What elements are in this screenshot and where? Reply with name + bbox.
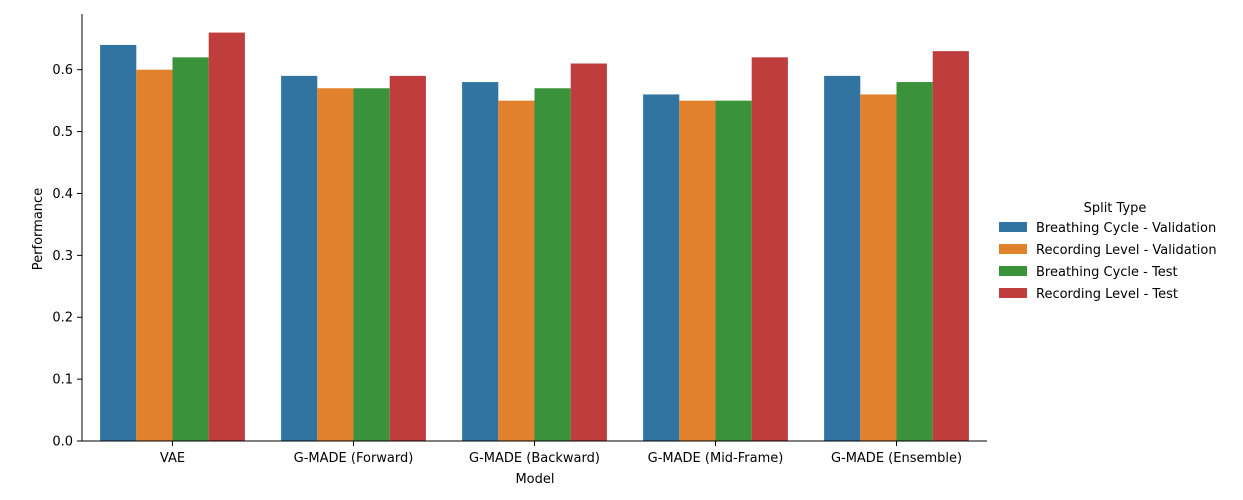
x-tick-label: G-MADE (Forward): [294, 451, 414, 466]
legend-label: Breathing Cycle - Validation: [1036, 221, 1216, 236]
y-tick-label: 0.6: [52, 63, 73, 78]
bar: [136, 69, 173, 441]
legend-label: Recording Level - Test: [1036, 287, 1178, 302]
x-axis-label: Model: [515, 472, 554, 487]
bar: [281, 75, 318, 441]
x-tick-label: G-MADE (Ensemble): [831, 451, 962, 466]
bar: [100, 44, 137, 441]
legend-swatch: [999, 244, 1027, 254]
legend-label: Recording Level - Validation: [1036, 243, 1217, 258]
legend-swatch: [999, 288, 1027, 298]
bar: [715, 100, 752, 441]
bar: [498, 100, 535, 441]
x-axis: VAE G-MADE (Forward) G-MADE (Backward) G-MA…: [82, 440, 987, 466]
legend: Split Type Breathing Cycle - Validation R…: [999, 201, 1217, 302]
bar: [643, 94, 680, 441]
y-tick-label: 0.3: [52, 249, 73, 264]
bar: [389, 75, 426, 441]
x-tick-label: G-MADE (Mid-Frame): [648, 451, 784, 466]
bars-group: [100, 32, 969, 441]
bar: [679, 100, 716, 441]
bar: [534, 88, 571, 441]
y-tick-label: 0.5: [52, 125, 73, 140]
bar: [353, 88, 390, 441]
bar: [570, 63, 607, 441]
y-tick-label: 0.4: [52, 187, 73, 202]
legend-swatch: [999, 222, 1027, 232]
legend-label: Breathing Cycle - Test: [1036, 265, 1178, 280]
y-axis-label: Performance: [31, 188, 46, 270]
bar: [896, 82, 933, 441]
bar: [824, 75, 861, 441]
x-tick-label: G-MADE (Backward): [469, 451, 600, 466]
bar: [751, 57, 788, 441]
bar: [462, 82, 499, 441]
y-tick-label: 0.2: [52, 311, 73, 326]
bar: [860, 94, 897, 441]
legend-title: Split Type: [1084, 201, 1147, 216]
y-tick-label: 0.0: [52, 435, 73, 450]
y-axis: 0.0 0.1 0.2 0.3 0.4 0.5 0.6: [52, 14, 83, 450]
y-tick-label: 0.1: [52, 373, 73, 388]
bar: [172, 57, 209, 441]
bar: [208, 32, 245, 441]
bar: [932, 51, 969, 441]
legend-swatch: [999, 266, 1027, 276]
bar: [317, 88, 354, 441]
x-tick-label: VAE: [160, 451, 185, 466]
